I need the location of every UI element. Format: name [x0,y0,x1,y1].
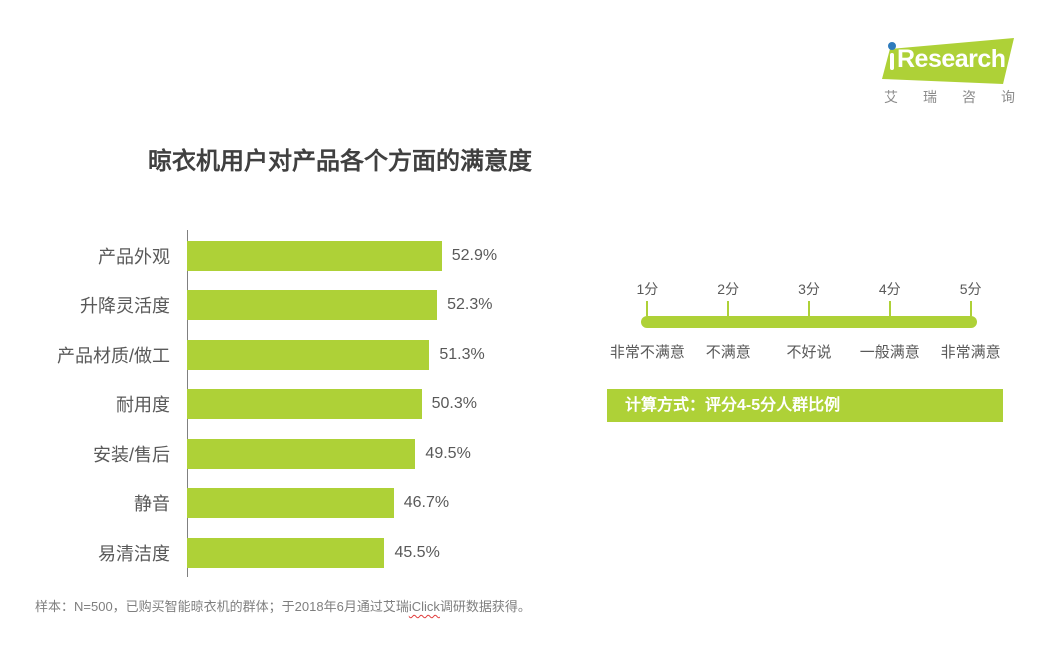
scale-tick-cell [688,301,769,316]
scale-point-label: 一般满意 [859,344,920,361]
scale-tick [807,301,810,316]
scale-tick-cell [849,301,930,316]
bar-rows: 产品外观 52.9% 升降灵活度 52.3% 产品材质/做工 51.3% 耐用度 50.3% 安… [35,231,555,578]
iresearch-logo: Research [882,38,1014,84]
scale-score-label: 4分 [878,281,901,297]
bar [187,290,438,321]
bar-track: 49.5% [187,438,471,469]
bar-value-label: 46.7% [403,494,450,512]
scale-score-label: 2分 [717,281,740,297]
bar-value-label: 51.3% [439,345,485,363]
bar [187,537,385,568]
method-box: 计算方式：评分4-5分人群比例 [607,389,1003,422]
bar-category-label: 产品材质/做工 [56,345,170,366]
bar-chart: 产品外观 52.9% 升降灵活度 52.3% 产品材质/做工 51.3% 耐用度 50.3% 安… [35,231,555,578]
scale-label-row: 非常不满意 不满意 不好说 一般满意 非常满意 [607,341,1011,362]
bar-category-label: 静音 [134,494,170,515]
bar-category-label: 安装/售后 [92,444,170,465]
bar-row: 升降灵活度 52.3% [35,281,555,331]
logo-i-dot [888,42,896,50]
bar-row: 易清洁度 45.5% [35,528,555,578]
scale-tick-row [607,301,1011,316]
bar-track: 46.7% [187,488,458,519]
bar-row: 安装/售后 49.5% [35,429,555,479]
bar-category-label: 产品外观 [98,246,170,267]
scale-score-row: 1分 2分 3分 4分 5分 [607,281,1011,301]
scale-tick-cell [930,301,1011,316]
bar-row: 产品材质/做工 51.3% [35,330,555,380]
scale-tick [646,301,649,316]
bar-value-label: 52.3% [447,296,493,314]
footnote-prefix: 样本：N=500，已购买智能晾衣机的群体；于2018年6月通过艾瑞 [35,599,409,614]
footnote-iclick: iClick [408,599,440,614]
bar-track: 50.3% [187,389,477,420]
bar-category-label: 升降灵活度 [80,296,170,317]
bar-track: 52.3% [187,290,492,321]
bar-value-label: 50.3% [431,395,477,413]
bar [187,240,442,271]
bar-row: 产品外观 52.9% [35,231,555,281]
bar-track: 52.9% [187,240,497,271]
bar-value-label: 49.5% [425,444,471,462]
method-box-text: 计算方式：评分4-5分人群比例 [625,397,841,414]
scale-tick [888,301,891,316]
scale-point-label: 非常满意 [940,344,1001,361]
footnote-suffix: 调研数据获得。 [439,599,531,614]
scale-score-label: 3分 [798,281,820,297]
footnote: 样本：N=500，已购买智能晾衣机的群体；于2018年6月通过艾瑞iClick调… [35,596,531,615]
scale-tick-cell [769,301,850,316]
logo-brand-text: Research [897,45,1006,73]
logo-subtitle: 艾瑞咨询 [884,89,1040,105]
scale-point-label: 不满意 [705,344,751,361]
scale-tick [727,301,730,316]
scale-point-label: 不好说 [786,344,832,361]
bar-row: 静音 46.7% [35,479,555,529]
scale-score-label: 5分 [959,281,982,297]
scale-score-label: 1分 [636,281,659,297]
bar-track: 51.3% [187,339,485,370]
chart-title: 晾衣机用户对产品各个方面的满意度 [148,148,532,175]
bar [187,389,422,420]
bar-row: 耐用度 50.3% [35,380,555,430]
bar-value-label: 45.5% [394,543,440,561]
scale-tick [969,301,972,316]
bar-value-label: 52.9% [451,246,498,264]
bar [187,488,394,519]
bar-category-label: 耐用度 [116,395,170,416]
bar [187,438,416,469]
logo-i-stem [890,53,894,70]
rating-scale: 1分 2分 3分 4分 5分 非常不满意 不满意 不好说 一般满意 非常满意 [607,281,1011,362]
scale-bar [641,316,977,328]
bar [187,339,430,370]
scale-point-label: 非常不满意 [609,344,685,361]
scale-tick-cell [607,301,688,316]
bar-track: 45.5% [187,537,458,568]
bar-category-label: 易清洁度 [98,543,170,564]
